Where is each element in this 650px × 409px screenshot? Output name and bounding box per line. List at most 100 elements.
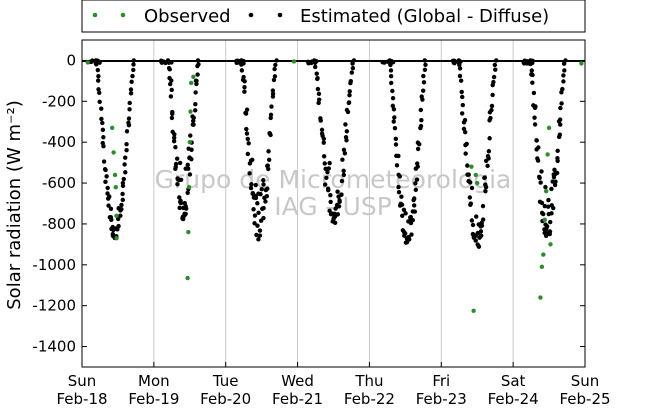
estimated-point (266, 149, 271, 154)
estimated-point (557, 117, 563, 122)
estimated-point (316, 97, 322, 102)
estimated-point (390, 88, 395, 94)
estimated-point (107, 194, 112, 199)
estimated-point (409, 232, 414, 237)
estimated-point (341, 172, 346, 178)
estimated-point (257, 233, 263, 238)
estimated-point (272, 66, 277, 72)
estimated-point (408, 214, 414, 220)
estimated-point (340, 157, 345, 162)
estimated-point (561, 79, 566, 84)
estimated-point (239, 68, 245, 73)
estimated-point (552, 182, 558, 188)
estimated-point (392, 125, 398, 131)
estimated-point (169, 78, 174, 83)
estimated-point (410, 218, 415, 223)
estimated-point (391, 119, 396, 124)
estimated-point (536, 145, 541, 150)
estimated-point (326, 166, 331, 171)
estimated-point (486, 156, 491, 161)
estimated-point (554, 170, 560, 176)
estimated-point (318, 118, 323, 123)
estimated-point (559, 101, 564, 106)
estimated-point (101, 144, 106, 149)
estimated-point (90, 58, 95, 63)
estimated-point (169, 60, 174, 65)
grid-lines (153, 40, 514, 367)
estimated-point (524, 61, 529, 66)
estimated-point (545, 204, 551, 209)
estimated-point (393, 136, 399, 142)
estimated-point (419, 94, 424, 99)
estimated-point (195, 58, 201, 63)
estimated-point (269, 104, 274, 109)
estimated-point (95, 78, 101, 83)
estimated-point (546, 197, 551, 203)
x-tick-day: Tue (212, 372, 239, 390)
estimated-point (469, 218, 475, 223)
estimated-point (411, 203, 417, 208)
estimated-point (422, 67, 428, 73)
estimated-point (96, 73, 101, 79)
estimated-point (244, 107, 250, 112)
estimated-point (418, 123, 424, 129)
estimated-point (163, 60, 168, 66)
y-tick-label: -1200 (32, 297, 76, 315)
estimated-point (344, 129, 350, 134)
estimated-point (177, 160, 183, 166)
estimated-point (158, 58, 164, 63)
estimated-point (261, 215, 266, 221)
estimated-point (264, 193, 270, 199)
observed-point (111, 150, 116, 155)
estimated-point (464, 141, 469, 147)
estimated-point (244, 126, 249, 132)
estimated-point (270, 91, 276, 96)
estimated-point (392, 115, 397, 120)
estimated-point (413, 181, 418, 186)
estimated-point (272, 74, 278, 79)
y-axis: 0 -200 -400 -600 -800 -1000 -1200 -1400 (32, 51, 585, 356)
estimated-point (413, 187, 419, 193)
estimated-point (326, 188, 331, 193)
estimated-point (195, 72, 200, 77)
estimated-point (127, 100, 132, 106)
estimated-point (487, 136, 492, 141)
estimated-point (482, 175, 487, 181)
estimated-point (131, 67, 136, 73)
estimated-point (173, 164, 178, 170)
estimated-point (490, 92, 495, 98)
estimated-point (169, 87, 174, 93)
observed-point (539, 264, 545, 270)
estimated-point (397, 174, 403, 179)
estimated-point (101, 159, 107, 164)
estimated-point (316, 91, 322, 97)
x-tick-day: Sat (501, 372, 526, 390)
estimated-point (310, 59, 316, 64)
estimated-point (103, 167, 108, 173)
estimated-point (558, 105, 563, 111)
estimated-point (474, 214, 479, 219)
estimated-point (321, 154, 327, 159)
estimated-point (558, 122, 563, 127)
estimated-point (541, 211, 546, 217)
estimated-point (95, 67, 101, 73)
estimated-point (96, 59, 101, 64)
observed-point (187, 139, 192, 145)
estimated-point (390, 95, 396, 101)
observed-point (114, 236, 119, 241)
estimated-point (108, 206, 114, 212)
estimated-point (493, 67, 498, 72)
observed-point (543, 189, 549, 194)
estimated-point (343, 122, 348, 127)
estimated-point (126, 116, 132, 121)
observed-point (188, 109, 193, 114)
x-tick-day: Sun (68, 372, 97, 390)
estimated-point (530, 80, 535, 85)
estimated-point (483, 189, 488, 194)
legend-label-estimated: Estimated (Global - Diffuse) (300, 6, 549, 27)
y-tick-label: -1400 (32, 338, 76, 356)
estimated-point (268, 132, 273, 138)
estimated-point (324, 175, 329, 180)
estimated-point (124, 147, 129, 153)
estimated-point (399, 194, 404, 199)
